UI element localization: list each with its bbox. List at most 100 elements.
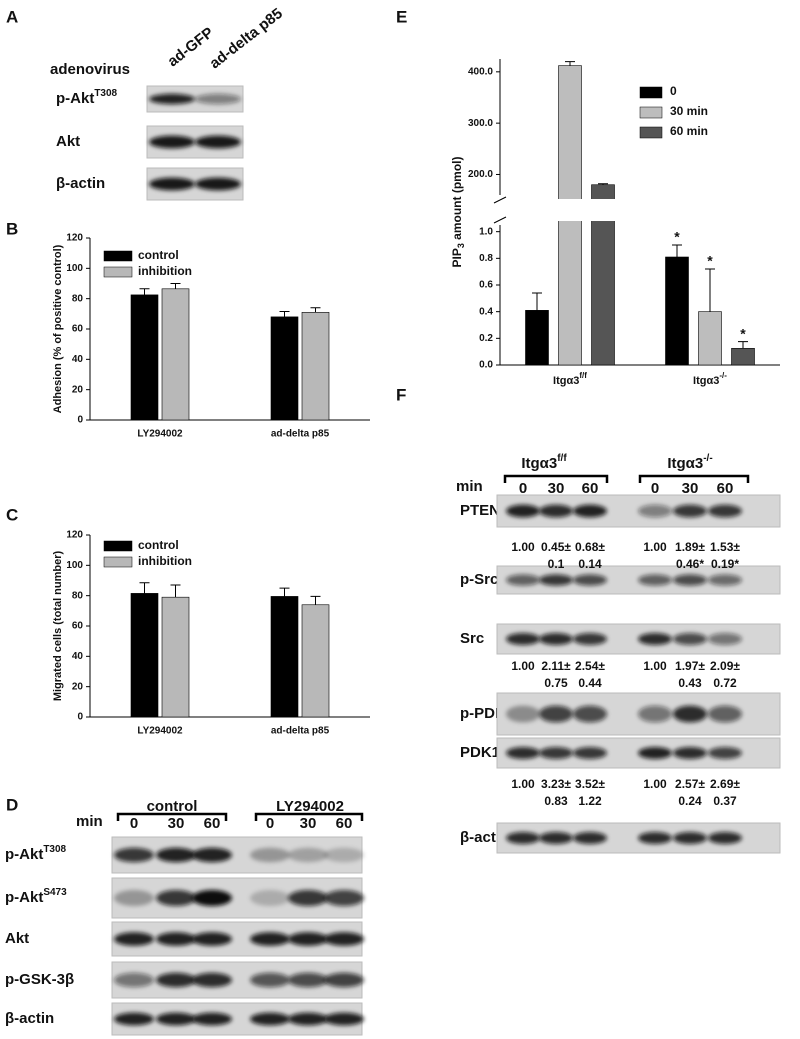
error-bar <box>672 244 682 257</box>
y-tick-label: 200.0 <box>468 169 493 180</box>
quant-value: 1.00 <box>643 540 667 554</box>
significance-marker: * <box>707 253 713 269</box>
bar <box>161 288 190 421</box>
blot-band <box>250 1012 290 1026</box>
quant-error: 1.22 <box>578 794 602 808</box>
blot-band <box>638 705 672 723</box>
blot-band <box>638 504 672 518</box>
y-tick-label: 0.2 <box>479 333 493 344</box>
row-label-text: p-Src <box>460 571 498 588</box>
blot-band <box>114 890 154 906</box>
quant-error: 0.1 <box>548 557 565 571</box>
y-tick-label: 120 <box>66 233 83 244</box>
row-label-text: p-GSK-3β <box>5 971 74 988</box>
blot-band <box>288 847 328 863</box>
y-tick-label: 0 <box>77 415 83 426</box>
y-axis-label: Migrated cells (total number) <box>52 550 64 701</box>
blot-row-label: PTEN <box>460 502 500 519</box>
blot-band <box>638 574 672 586</box>
blot-band <box>114 847 154 863</box>
axis-break-mark <box>493 196 507 224</box>
y-tick-label: 40 <box>72 354 84 365</box>
lane-label: 30 <box>682 480 699 497</box>
quant-value: 3.23± <box>541 777 571 791</box>
blot-band <box>573 633 607 645</box>
y-tick-label: 60 <box>72 621 84 632</box>
category-superscript: -/- <box>719 371 727 380</box>
bar <box>665 256 689 366</box>
error-bar <box>139 582 150 594</box>
group-label-superscript: f/f <box>557 453 567 464</box>
error-bar <box>598 183 608 185</box>
significance-marker: * <box>674 229 680 245</box>
blot-band <box>506 832 540 844</box>
bar <box>301 604 330 718</box>
error-bar <box>532 292 542 311</box>
blot-band <box>673 574 707 586</box>
blot-band <box>156 890 196 906</box>
quant-value: 0.45± <box>541 540 571 554</box>
bar <box>161 596 190 718</box>
group-label-text: Itgα3 <box>521 455 557 472</box>
y-tick-label: 1.0 <box>479 226 493 237</box>
blot-band <box>539 633 573 645</box>
min-label: min <box>76 813 103 830</box>
quant-error: 0.37 <box>713 794 737 808</box>
panel-label: C <box>6 505 18 524</box>
legend-label: 0 <box>670 84 677 98</box>
lane-label: 30 <box>548 480 565 497</box>
blot-band <box>156 1012 196 1026</box>
blot-band <box>288 932 328 946</box>
category-text: Itgα3 <box>553 375 579 387</box>
bar <box>270 316 299 421</box>
blot-band <box>114 972 154 988</box>
error-bar <box>279 587 290 597</box>
quant-error: 0.14 <box>578 557 602 571</box>
quant-error: 0.83 <box>544 794 568 808</box>
lane-label: 60 <box>336 815 353 832</box>
bar <box>698 311 722 366</box>
quant-error: 0.44 <box>578 676 602 690</box>
blot-band <box>114 932 154 946</box>
group-label-superscript: -/- <box>703 453 712 464</box>
blot-band <box>638 832 672 844</box>
blot-band <box>149 135 195 149</box>
blot-band <box>506 574 540 586</box>
y-tick-label: 20 <box>72 384 84 395</box>
quant-error: 0.24 <box>678 794 702 808</box>
blot-band <box>539 574 573 586</box>
legend-label: control <box>138 248 179 262</box>
legend-swatch <box>103 250 133 262</box>
blot-band <box>539 747 573 759</box>
quant-value: 1.00 <box>511 540 535 554</box>
y-label-part: PIP <box>450 248 464 267</box>
blot-band <box>156 972 196 988</box>
row-label-text: β-actin <box>5 1010 54 1027</box>
blot-row-label: p-Src <box>460 571 498 588</box>
bar <box>270 596 299 718</box>
quant-value: 2.11± <box>541 659 571 673</box>
blot-band <box>506 705 540 723</box>
panel-label: A <box>6 7 18 26</box>
error-bar <box>565 61 575 66</box>
blot-band <box>324 1012 364 1026</box>
blot-band <box>708 574 742 586</box>
panel-label: D <box>6 795 18 814</box>
row-label-text: β-actin <box>56 175 105 192</box>
blot-band <box>708 832 742 844</box>
y-axis-label: Adhesion (% of positive control) <box>52 244 64 413</box>
quant-value: 2.69± <box>710 777 740 791</box>
error-bar <box>310 307 321 313</box>
y-tick-label: 60 <box>72 324 84 335</box>
error-bar <box>310 595 321 605</box>
category-text: Itgα3 <box>693 375 719 387</box>
quant-value: 1.53± <box>710 540 740 554</box>
blot-band <box>573 574 607 586</box>
blot-band <box>539 832 573 844</box>
error-bar <box>170 584 181 598</box>
quant-value: 3.52± <box>575 777 605 791</box>
y-axis-label: PIP3 amount (pmol) <box>450 156 466 267</box>
y-tick-label: 40 <box>72 651 84 662</box>
error-bar <box>170 283 181 289</box>
